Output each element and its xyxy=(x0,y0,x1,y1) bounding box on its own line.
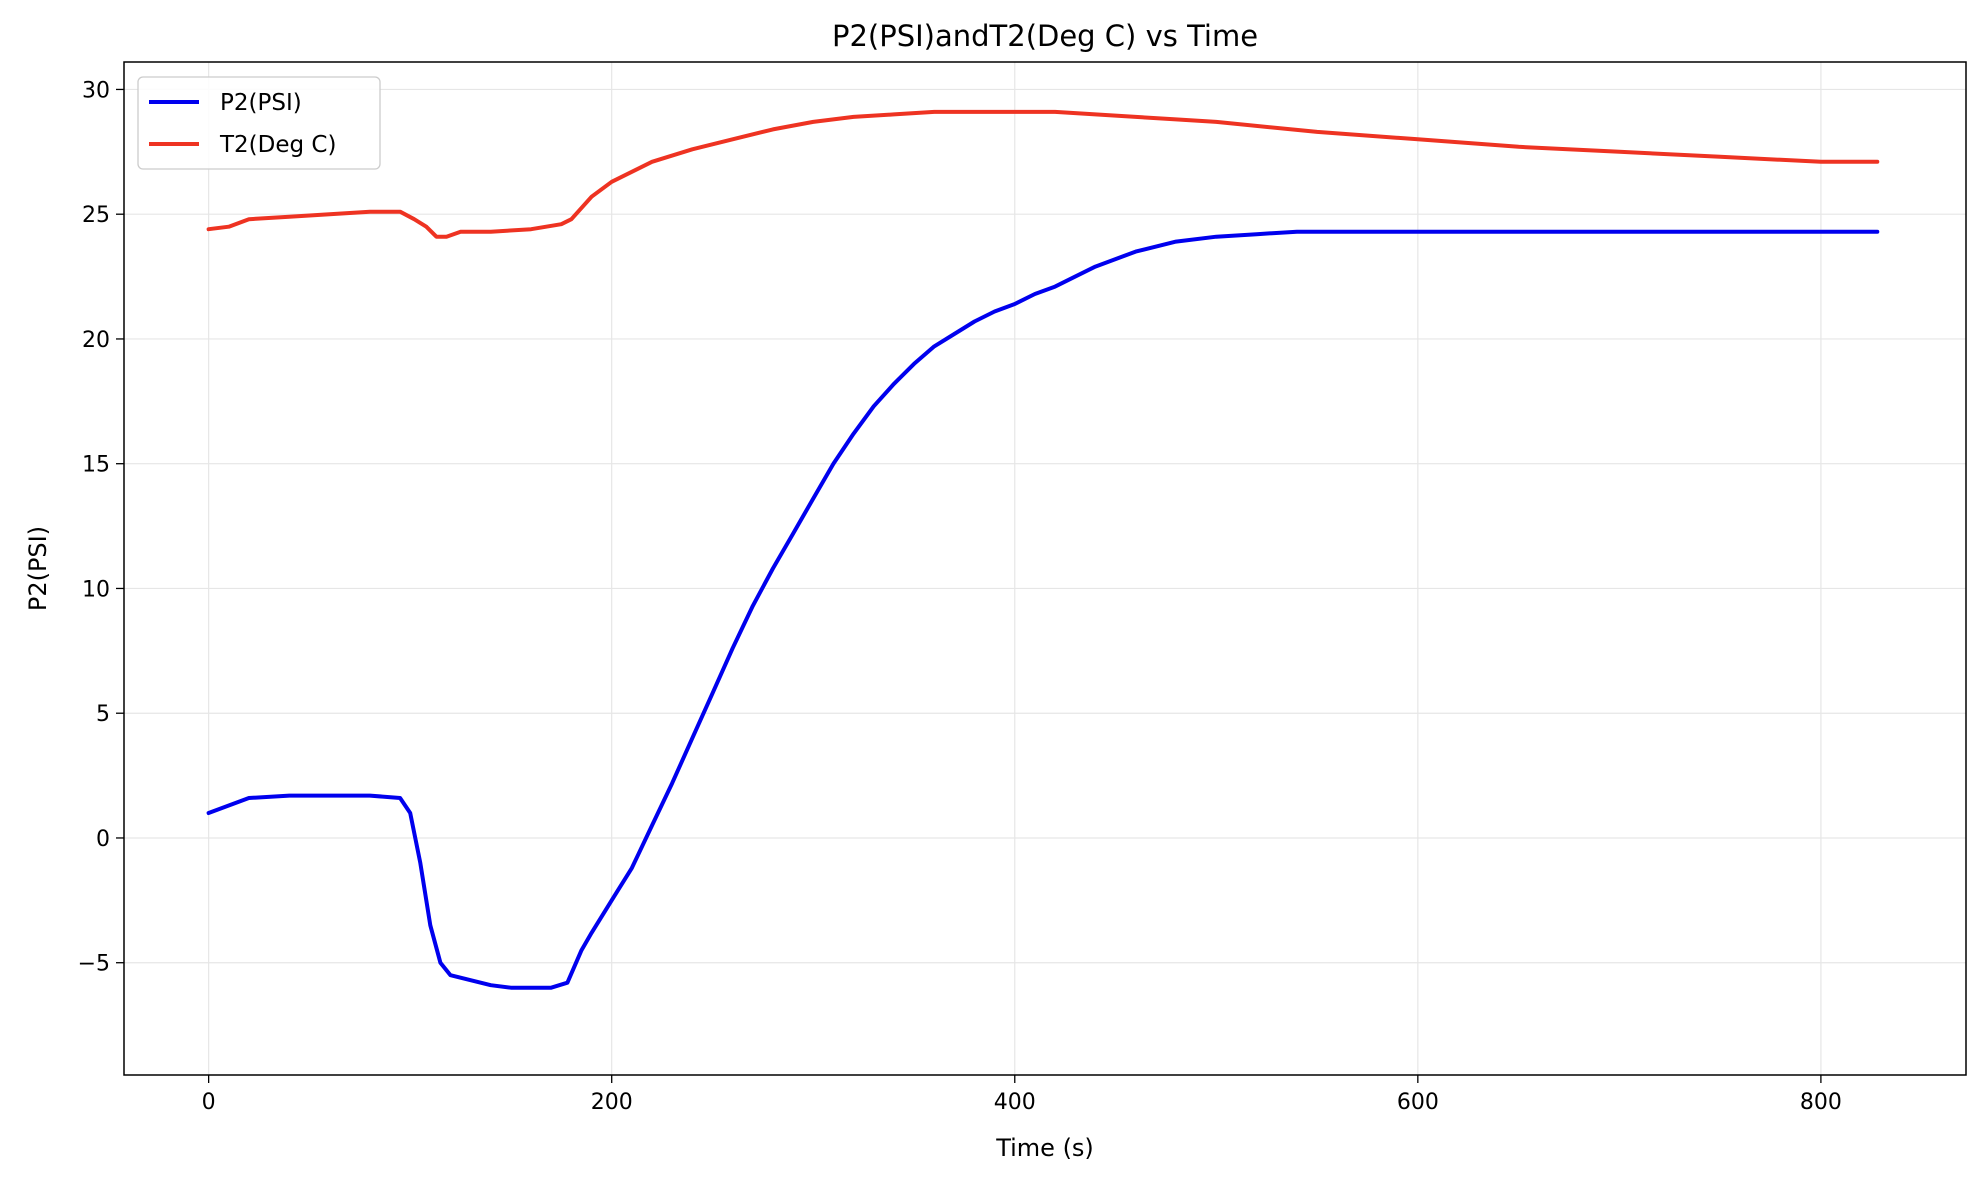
legend-label: T2(Deg C) xyxy=(219,132,336,158)
legend-label: P2(PSI) xyxy=(220,90,302,116)
y-tick-label: 5 xyxy=(96,702,110,727)
y-tick-label: −5 xyxy=(78,952,110,977)
y-tick-label: 15 xyxy=(82,453,110,478)
y-tick-label: 20 xyxy=(82,328,110,353)
grid xyxy=(124,62,1966,1075)
y-tick-label: 0 xyxy=(96,827,110,852)
x-tick-label: 400 xyxy=(994,1090,1036,1115)
x-axis-label: Time (s) xyxy=(995,1134,1094,1162)
y-tick-label: 10 xyxy=(82,577,110,602)
series-line-p2-psi xyxy=(206,229,1880,990)
x-tick-label: 200 xyxy=(591,1090,633,1115)
x-tick-label: 0 xyxy=(202,1090,216,1115)
y-tick-label: 25 xyxy=(82,203,110,228)
legend: P2(PSI) T2(Deg C) xyxy=(137,76,381,170)
y-axis: −5 0 5 10 15 20 25 30 xyxy=(78,78,124,977)
y-tick-label: 30 xyxy=(82,78,110,103)
x-tick-label: 800 xyxy=(1800,1090,1842,1115)
chart-title: P2(PSI)andT2(Deg C) vs Time xyxy=(832,19,1258,53)
series-line-t2-deg-c xyxy=(206,109,1880,239)
x-tick-label: 600 xyxy=(1397,1090,1439,1115)
plot-frame xyxy=(123,61,1967,1076)
series-layer xyxy=(206,109,1880,990)
y-axis-label: P2(PSI) xyxy=(24,526,52,611)
x-axis: 0 200 400 600 800 xyxy=(202,1075,1842,1115)
